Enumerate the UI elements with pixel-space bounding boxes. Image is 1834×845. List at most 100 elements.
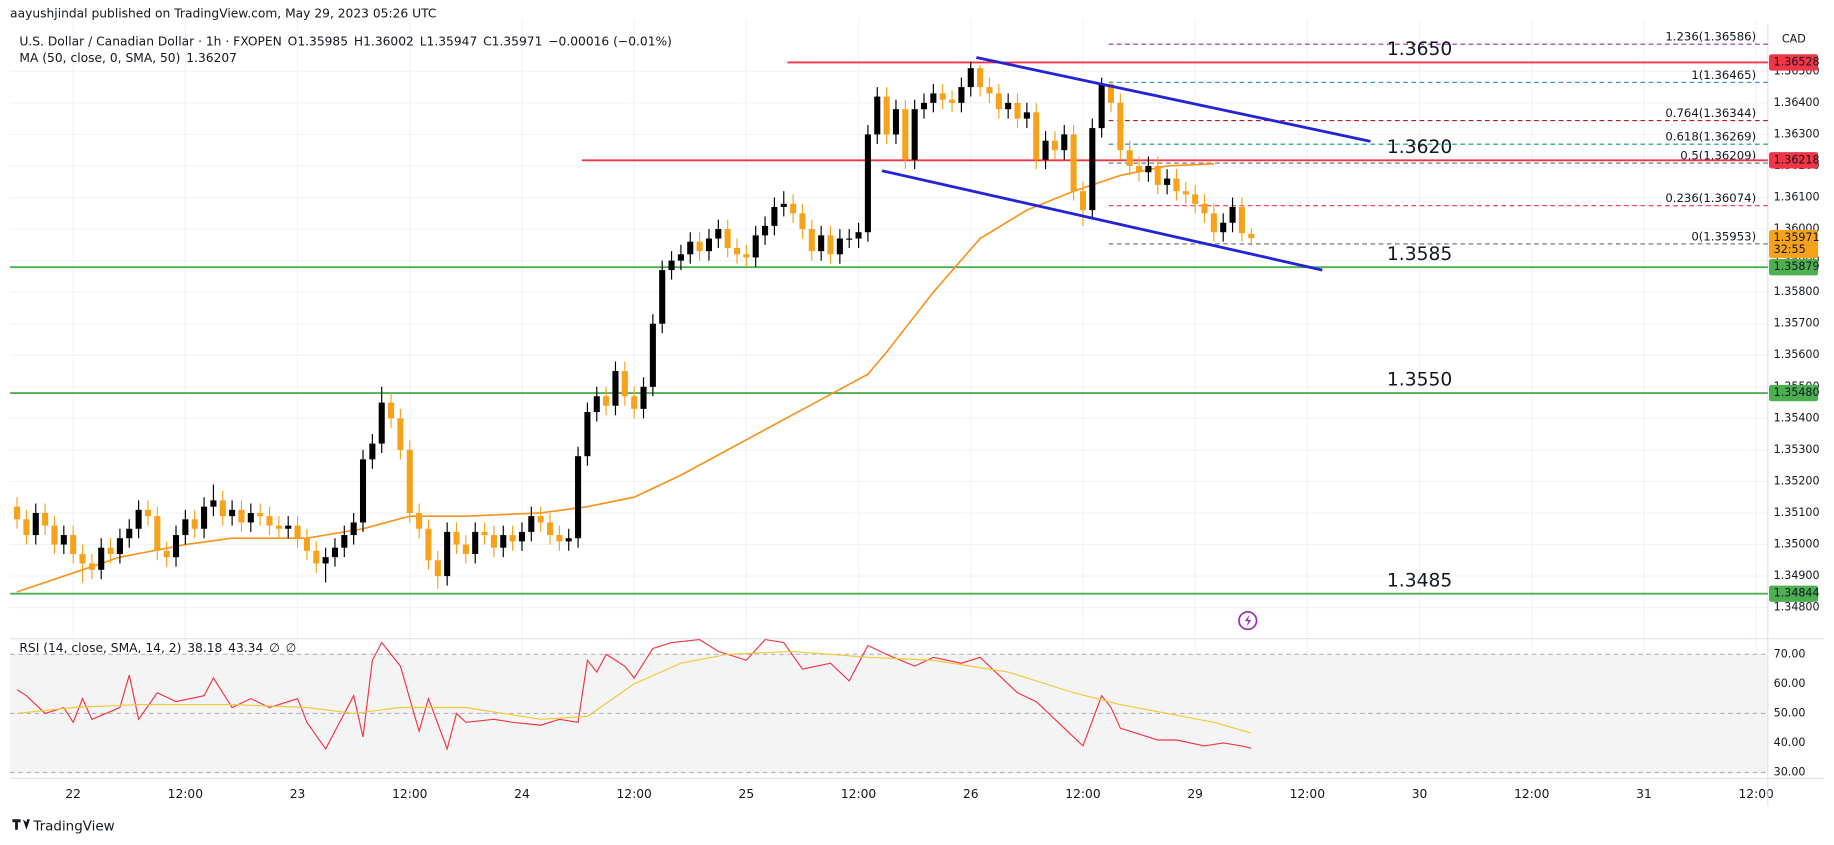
rsi-legend: RSI (14, close, SMA, 14, 2) bbox=[19, 641, 181, 655]
candle-body bbox=[1164, 178, 1171, 185]
level-label: 1.3585 bbox=[1387, 244, 1452, 265]
candle-body bbox=[154, 516, 161, 551]
currency-label: CAD bbox=[1782, 33, 1806, 46]
candle-body bbox=[1154, 165, 1161, 185]
candle-body bbox=[1229, 206, 1236, 223]
candle-body bbox=[958, 87, 965, 103]
candle-body bbox=[612, 371, 619, 406]
price-axis-box-label: 1.36218 bbox=[1774, 153, 1820, 166]
logo-mark bbox=[12, 819, 30, 830]
candle-body bbox=[967, 68, 974, 88]
candle-body bbox=[406, 449, 413, 513]
candle-body bbox=[631, 396, 638, 409]
channel-line bbox=[881, 169, 1323, 272]
rsi-ma-last-value: 43.34 bbox=[228, 641, 263, 655]
candle-body bbox=[331, 547, 339, 558]
candle-body bbox=[285, 525, 292, 529]
candle-body bbox=[313, 550, 320, 564]
x-tick-label: 12:00 bbox=[168, 787, 203, 801]
candle-body bbox=[481, 531, 488, 536]
price-axis-box-label: 1.34844 bbox=[1774, 587, 1820, 600]
candle-body bbox=[322, 557, 329, 564]
candle-body bbox=[23, 519, 30, 536]
candle-body bbox=[790, 203, 797, 214]
x-tick-label: 12:00 bbox=[1065, 787, 1100, 801]
candle-body bbox=[930, 93, 937, 103]
candle-body bbox=[1014, 102, 1021, 119]
y-tick-label: 1.35100 bbox=[1774, 506, 1820, 519]
price-axis-box bbox=[1769, 585, 1819, 602]
candle-body bbox=[275, 525, 282, 529]
candle-body bbox=[780, 203, 787, 207]
icon-bolt bbox=[1244, 614, 1252, 627]
y-tick-label: 1.35800 bbox=[1774, 285, 1820, 298]
candle-body bbox=[163, 550, 170, 558]
candle-body bbox=[378, 402, 385, 444]
candle-body bbox=[1089, 128, 1096, 211]
x-tick-label: 26 bbox=[963, 787, 979, 801]
price-axis-box-label: 1.36528 bbox=[1774, 55, 1820, 68]
candle-body bbox=[107, 547, 114, 554]
price-axis-box bbox=[1769, 152, 1819, 169]
y-tick-label: 1.36400 bbox=[1774, 96, 1820, 109]
candle-body bbox=[453, 531, 460, 545]
candle-body bbox=[1005, 102, 1012, 110]
symbol-title: U.S. Dollar / Canadian Dollar · 1h · FXO… bbox=[19, 35, 281, 49]
candle-body bbox=[116, 538, 123, 554]
rsi-na-value: ∅ bbox=[286, 641, 297, 655]
x-tick-label: 12:00 bbox=[1514, 787, 1549, 801]
candle-body bbox=[1070, 134, 1077, 192]
candle-body bbox=[696, 241, 703, 252]
candle-body bbox=[1136, 165, 1143, 173]
candle-body bbox=[98, 547, 105, 570]
candle-body bbox=[88, 563, 95, 570]
candle-body bbox=[603, 396, 610, 406]
candle-body bbox=[977, 68, 984, 88]
candle-body bbox=[705, 238, 713, 252]
candle-body bbox=[1051, 140, 1058, 151]
candle-body bbox=[1098, 83, 1105, 129]
candle-body bbox=[902, 109, 909, 160]
candle-body bbox=[369, 443, 376, 460]
x-tick-label: 12:00 bbox=[1290, 787, 1325, 801]
x-tick-label: 12:00 bbox=[841, 787, 876, 801]
candle-body bbox=[425, 528, 432, 561]
candle-body bbox=[818, 235, 825, 252]
y-tick-label: 1.35000 bbox=[1774, 538, 1820, 551]
ohlc-value: L1.35947 bbox=[420, 35, 478, 49]
candle-body bbox=[350, 522, 357, 536]
price-axis-box-label: 1.35879 bbox=[1774, 260, 1820, 273]
candle-body bbox=[1173, 178, 1180, 192]
candle-body bbox=[210, 500, 217, 507]
brand-name: TradingView bbox=[32, 819, 114, 834]
candle-body bbox=[546, 522, 554, 536]
moving-average-line bbox=[16, 162, 1214, 593]
candle-body bbox=[762, 225, 769, 236]
rsi-ma-line bbox=[17, 650, 1252, 734]
candle-body bbox=[1192, 194, 1199, 204]
candle-body bbox=[397, 418, 404, 450]
candle-body bbox=[883, 96, 890, 135]
x-tick-label: 12:00 bbox=[1738, 787, 1773, 801]
candle-body bbox=[575, 456, 582, 539]
rsi-line bbox=[16, 638, 1252, 751]
candle-body bbox=[808, 229, 815, 252]
candle-body bbox=[771, 206, 778, 226]
candle-body bbox=[1061, 134, 1068, 151]
level-label: 1.3620 bbox=[1387, 137, 1452, 158]
candle-body bbox=[182, 519, 189, 536]
candle-body bbox=[584, 412, 591, 457]
rsi-tick-label: 40.00 bbox=[1774, 736, 1806, 749]
fib-label: 1(1.36465) bbox=[1691, 68, 1756, 82]
candle-body bbox=[911, 109, 918, 160]
candle-body bbox=[733, 247, 741, 255]
candle-body bbox=[1079, 191, 1086, 211]
price-axis-box bbox=[1769, 259, 1819, 276]
candle-body bbox=[1023, 112, 1030, 119]
ma-legend: MA (50, close, 0, SMA, 50) bbox=[19, 51, 180, 65]
candle-body bbox=[60, 535, 67, 545]
candle-body bbox=[827, 235, 834, 255]
y-tick-label: 1.35300 bbox=[1774, 443, 1820, 456]
ohlc-value: H1.36002 bbox=[354, 35, 414, 49]
